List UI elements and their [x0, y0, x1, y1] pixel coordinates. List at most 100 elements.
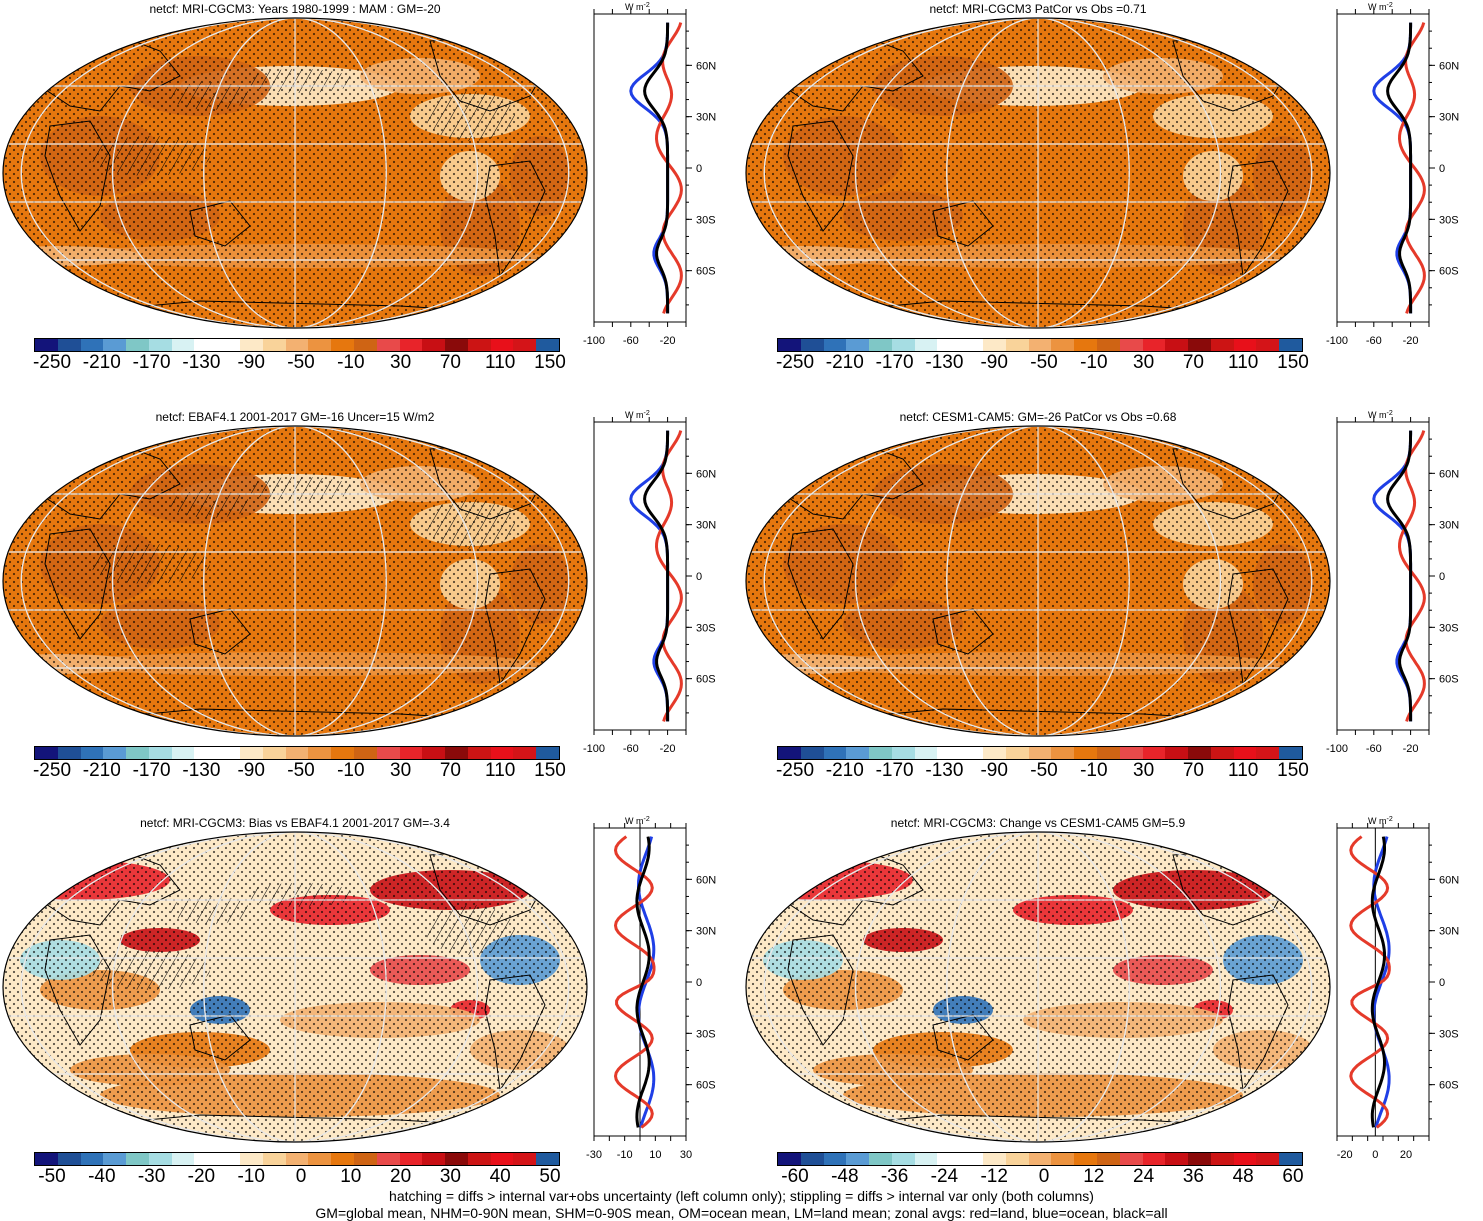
zonal-mean-plot: W m-2 60N 30N 0 30S 60S -100 -60 -20: [583, 408, 740, 768]
colorbar-tick-label: 36: [1182, 1166, 1204, 1187]
lat-tick-label: 30N: [696, 112, 716, 124]
colorbar-swatch: [513, 747, 537, 759]
colorbar-swatch: [846, 339, 870, 351]
map-canvas: [745, 425, 1331, 737]
zonal-mean-plot: W m-2 60N 30N 0 30S 60S -100 -60 -20: [1326, 408, 1483, 768]
panel-title: netcf: MRI-CGCM3: Change vs CESM1-CAM5 G…: [890, 816, 1186, 830]
zonal-mean-plot: W m-2 60N 30N 0 30S 60S -100 -60 -20: [1326, 0, 1483, 360]
colorbar-tick-label: 20: [390, 1166, 412, 1187]
graticule-line: [203, 832, 387, 1142]
graticule-line: [203, 18, 387, 328]
colorbar-swatch: [262, 339, 286, 351]
map-canvas: [2, 831, 588, 1143]
colorbar-swatch: [536, 339, 559, 351]
colorbar-swatch: [80, 1153, 104, 1165]
colorbar-swatch: [914, 1153, 938, 1165]
colorbar-swatch: [126, 1153, 149, 1165]
x-tick-label: -100: [583, 335, 605, 347]
colorbar-tick-label: 110: [1228, 352, 1259, 373]
colorbar-tick-label: 10: [340, 1166, 362, 1187]
graticule-line: [946, 832, 1130, 1142]
colorbar-swatch: [308, 747, 332, 759]
colorbar-swatch: [1096, 1153, 1120, 1165]
colorbar-labels: -60 -48 -36 -24 -12 0 12 24 36 48 60: [773, 1166, 1308, 1190]
colorbar-labels: -50 -40 -30 -20 -10 0 10 20 30 40 50: [30, 1166, 565, 1190]
colorbar-swatch: [171, 747, 195, 759]
panel-title: netcf: CESM1-CAM5: GM=-26 PatCor vs Obs …: [899, 410, 1177, 424]
hatching: [425, 905, 515, 955]
colorbar-swatch: [35, 747, 58, 759]
unit-label: W m-2: [625, 410, 650, 420]
colorbar-swatch: [1051, 339, 1075, 351]
colorbar-swatch: [353, 747, 377, 759]
colorbar-swatch: [823, 339, 847, 351]
colorbar-swatch: [983, 1153, 1006, 1165]
colorbar-tick-label: -50: [287, 352, 315, 373]
colorbar-swatch: [1210, 1153, 1234, 1165]
colorbar-swatch: [1119, 747, 1143, 759]
footnote-line-2: GM=global mean, NHM=0-90N mean, SHM=0-90…: [315, 1205, 1168, 1221]
map-canvas: [745, 17, 1331, 329]
graticule-line: [111, 832, 479, 1142]
colorbar-swatch: [217, 339, 241, 351]
colorbar-labels: -250 -210 -170 -130 -90 -50 -10 30 70 110 150: [30, 760, 566, 784]
colorbar-swatch: [513, 1153, 537, 1165]
lat-tick-label: 30N: [696, 520, 716, 532]
colorbar-tick-label: -10: [237, 1166, 265, 1187]
colorbar-tick-label: 150: [534, 760, 566, 781]
colorbar-labels: -250 -210 -170 -130 -90 -50 -10 30 70 110 150: [773, 760, 1309, 784]
lat-tick-label: 30S: [696, 1028, 716, 1040]
colorbar-swatch: [422, 747, 446, 759]
colorbar-swatch: [194, 339, 218, 351]
lat-tick-label: 0: [696, 571, 702, 583]
all-mean-line: [643, 22, 670, 314]
colorbar-tick-label: -130: [925, 760, 964, 781]
colorbar-swatch: [467, 747, 491, 759]
graticule-line: [111, 426, 479, 736]
panel-p5: netcf: MRI-CGCM3: Bias vs EBAF4.1 2001-2…: [0, 814, 740, 1219]
colorbar-swatch: [148, 747, 172, 759]
lat-tick-label: 0: [1439, 571, 1445, 583]
colorbar-swatch: [126, 747, 149, 759]
colorbar-tick-label: -90: [980, 352, 1008, 373]
x-tick-label: -100: [1326, 743, 1348, 755]
colorbar-swatch: [353, 1153, 377, 1165]
colorbar-tick-label: -210: [825, 352, 864, 373]
colorbar-tick-label: -10: [337, 760, 365, 781]
hatching: [425, 91, 515, 141]
colorbar-swatch: [1279, 1153, 1302, 1165]
colorbar-swatch: [869, 747, 892, 759]
lat-tick-label: 30S: [696, 214, 716, 226]
lat-tick-label: 30S: [1439, 1028, 1459, 1040]
colorbar-tick-label: 70: [439, 760, 461, 781]
colorbar-labels: -250 -210 -170 -130 -90 -50 -10 30 70 110 150: [30, 352, 566, 376]
colorbar-swatch: [869, 1153, 892, 1165]
map-canvas: [745, 831, 1331, 1143]
colorbar-swatch: [1188, 747, 1211, 759]
colorbar-swatch: [240, 747, 263, 759]
colorbar-swatch: [778, 747, 801, 759]
colorbar-swatch: [490, 339, 514, 351]
x-tick-label: -100: [583, 743, 605, 755]
colorbar-swatch: [467, 1153, 491, 1165]
colorbar-swatch: [937, 1153, 961, 1165]
colorbar-tick-label: -24: [930, 1166, 959, 1187]
map-robinson: [743, 16, 1333, 331]
colorbar-swatch: [778, 339, 801, 351]
colorbar-swatch: [1279, 339, 1302, 351]
panel-title: netcf: MRI-CGCM3 PatCor vs Obs =0.71: [929, 2, 1147, 16]
colorbar-tick-label: 30: [439, 1166, 461, 1187]
colorbar-swatch: [171, 1153, 195, 1165]
colorbar-swatch: [1210, 747, 1234, 759]
land-mean-line: [1397, 22, 1426, 314]
colorbar-swatch: [57, 747, 81, 759]
colorbar-swatch: [914, 339, 938, 351]
colorbar-swatch: [1165, 1153, 1189, 1165]
colorbar-swatch: [35, 1153, 58, 1165]
lat-tick-label: 30N: [696, 926, 716, 938]
colorbar-tick-label: -210: [825, 760, 864, 781]
x-tick-label: -100: [1326, 335, 1348, 347]
unit-label: W m-2: [625, 816, 650, 826]
colorbar-swatch: [308, 1153, 332, 1165]
colorbar-tick-label: 150: [534, 352, 566, 373]
